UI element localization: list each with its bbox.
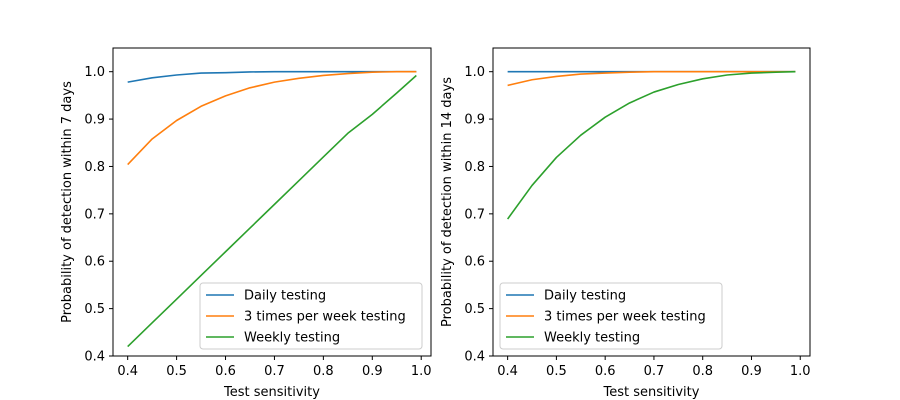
y-tick-label: 0.4 (464, 350, 485, 365)
x-tick-label: 0.7 (264, 364, 285, 379)
legend-label-2: Weekly testing (244, 331, 340, 346)
x-tick-label: 0.8 (313, 364, 334, 379)
plot-frame (492, 47, 811, 357)
legend-label-1: 3 times per week testing (244, 310, 406, 325)
x-tick-label: 1.0 (790, 364, 811, 379)
x-tick-label: 0.6 (595, 364, 616, 379)
x-axis-label: Test sensitivity (223, 385, 320, 400)
y-tick-label: 0.9 (464, 113, 485, 128)
x-tick-label: 0.4 (497, 364, 518, 379)
x-tick-label: 0.5 (166, 364, 187, 379)
plot-frame (112, 47, 432, 357)
y-axis-label: Probability of detection within 14 days (440, 77, 455, 327)
y-tick-label: 0.8 (464, 160, 485, 175)
x-tick-label: 0.5 (546, 364, 567, 379)
right-chart-panel: 0.4 0.5 0.6 0.7 0.8 0.9 1.0 0.4 0.5 0.6 0.7 0.8 0.9 1… (440, 47, 811, 400)
x-tick-label: 0.8 (692, 364, 713, 379)
legend-label-0: Daily testing (544, 289, 626, 304)
x-tick-label: 0.7 (644, 364, 665, 379)
series-line-2 (127, 74, 417, 348)
series-line-0 (127, 70, 417, 83)
y-tick-label: 0.8 (84, 160, 105, 175)
legend-box (199, 282, 423, 350)
x-axis-label: Test sensitivity (603, 385, 700, 400)
y-tick-label: 0.5 (464, 302, 485, 317)
legend: Daily testing 3 times per week testing Wee… (199, 282, 423, 350)
x-tick-label: 0.9 (741, 364, 762, 379)
y-tick-label: 0.9 (84, 113, 105, 128)
y-tick-label: 0.7 (464, 207, 485, 222)
left-chart-panel: 0.4 0.5 0.6 0.7 0.8 0.9 1.0 0.4 0.5 0.6 0.7 0.8 0.9 1… (60, 47, 432, 400)
y-tick-label: 0.6 (464, 255, 485, 270)
y-tick-label: 0.6 (84, 255, 105, 270)
y-tick-label: 0.5 (84, 302, 105, 317)
y-tick-label: 1.0 (464, 65, 485, 80)
y-tick-label: 0.7 (84, 207, 105, 222)
legend-label-1: 3 times per week testing (544, 310, 706, 325)
y-tick-label: 1.0 (84, 65, 105, 80)
legend-box (499, 282, 723, 350)
x-tick-label: 0.4 (117, 364, 138, 379)
x-tick-label: 0.6 (215, 364, 236, 379)
legend-label-0: Daily testing (244, 289, 326, 304)
series-line-1 (127, 70, 417, 166)
series-line-2 (506, 70, 796, 220)
y-axis-label: Probability of detection within 7 days (60, 81, 75, 323)
y-tick-label: 0.4 (84, 350, 105, 365)
legend-label-2: Weekly testing (544, 331, 640, 346)
x-tick-label: 1.0 (411, 364, 432, 379)
x-tick-label: 0.9 (362, 364, 383, 379)
series-line-1 (507, 70, 796, 87)
legend: Daily testing 3 times per week testing Wee… (499, 282, 723, 350)
